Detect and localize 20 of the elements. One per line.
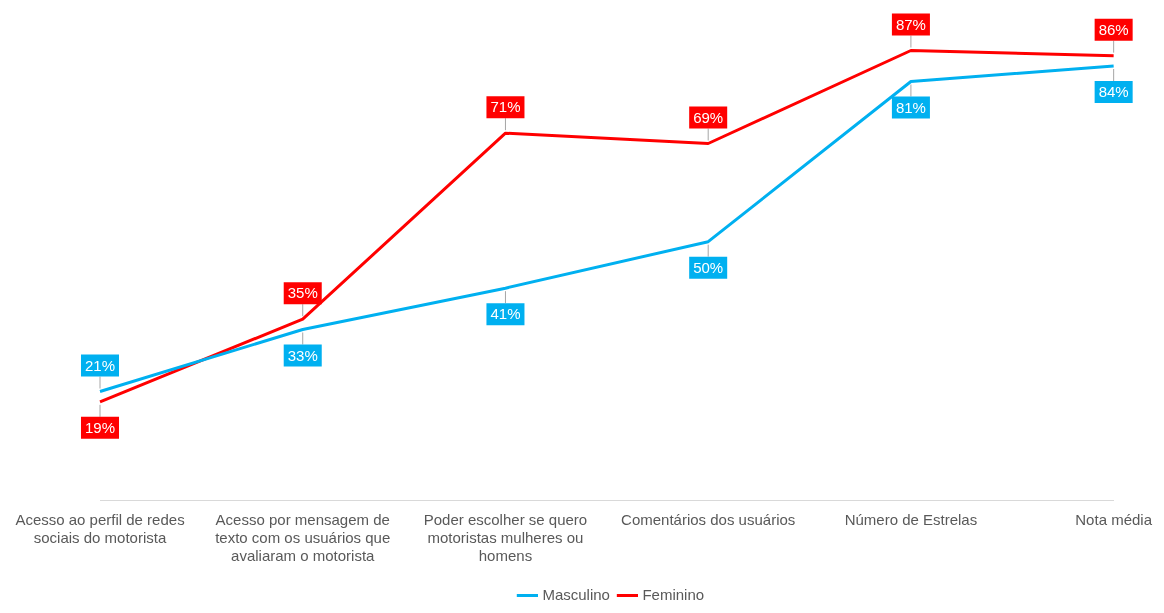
data-label: 86% (1098, 20, 1129, 38)
data-label: 81% (895, 98, 926, 116)
x-tick-label: Acesso por mensagem de texto com os usuários que avaliaram o motorista (215, 511, 391, 565)
legend-label: Masculino (542, 585, 610, 603)
data-label: 35% (287, 284, 318, 302)
data-label: 87% (895, 15, 926, 33)
data-label: 69% (693, 108, 724, 126)
x-tick-label: Número de Estrelas (844, 511, 978, 529)
data-label: 50% (693, 258, 724, 276)
data-label: 19% (84, 418, 116, 436)
data-label: 33% (287, 346, 318, 364)
x-tick-label: Poder escolher se quero motoristas mulheres ou homens (423, 511, 588, 565)
data-label: 21% (84, 356, 116, 374)
x-tick-label: Nota média (1075, 511, 1153, 529)
data-label: 84% (1098, 83, 1129, 101)
x-tick-label: Comentários dos usuários (621, 511, 796, 529)
data-label: 71% (490, 98, 521, 116)
x-tick-label: Acesso ao perfil de redes sociais do motorista (15, 511, 185, 547)
legend-label: Feminino (642, 585, 705, 603)
data-label: 41% (490, 305, 521, 323)
